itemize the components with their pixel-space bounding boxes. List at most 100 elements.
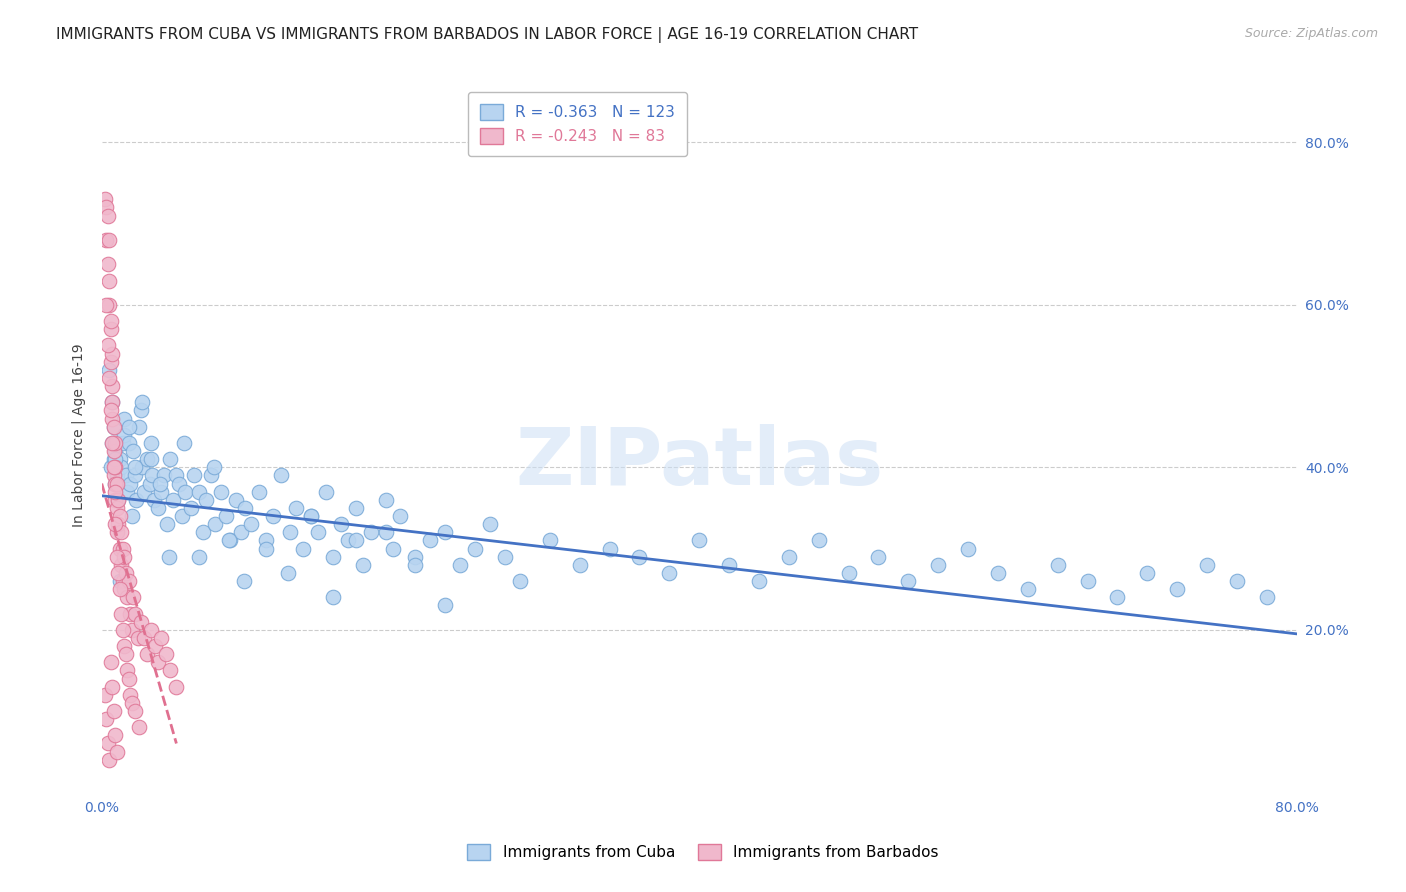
Point	[183, 468, 205, 483]
Point	[509, 574, 531, 588]
Point	[322, 591, 344, 605]
Point	[229, 525, 252, 540]
Point	[100, 322, 122, 336]
Point	[124, 468, 146, 483]
Point	[93, 192, 115, 206]
Point	[112, 549, 135, 564]
Point	[120, 607, 142, 621]
Point	[139, 623, 162, 637]
Point	[299, 509, 322, 524]
Point	[97, 257, 120, 271]
Point	[344, 500, 367, 515]
Point	[202, 460, 225, 475]
Text: ZIPatlas: ZIPatlas	[515, 425, 883, 502]
Point	[1226, 574, 1249, 588]
Point	[135, 647, 157, 661]
Point	[103, 452, 125, 467]
Point	[225, 492, 247, 507]
Point	[112, 582, 135, 596]
Point	[128, 720, 150, 734]
Point	[108, 582, 131, 596]
Point	[115, 591, 138, 605]
Point	[156, 517, 179, 532]
Point	[117, 436, 139, 450]
Point	[277, 566, 299, 580]
Point	[101, 411, 124, 425]
Point	[124, 460, 146, 475]
Point	[108, 452, 131, 467]
Point	[658, 566, 681, 580]
Point	[103, 460, 125, 475]
Point	[315, 484, 337, 499]
Point	[100, 355, 122, 369]
Point	[148, 500, 170, 515]
Point	[138, 476, 160, 491]
Point	[114, 566, 136, 580]
Point	[148, 655, 170, 669]
Point	[1017, 582, 1039, 596]
Point	[108, 541, 131, 556]
Point	[97, 737, 120, 751]
Point	[104, 492, 127, 507]
Point	[129, 403, 152, 417]
Point	[132, 484, 155, 499]
Point	[121, 623, 143, 637]
Point	[247, 484, 270, 499]
Legend: R = -0.363   N = 123, R = -0.243   N = 83: R = -0.363 N = 123, R = -0.243 N = 83	[468, 92, 688, 156]
Point	[103, 704, 125, 718]
Point	[329, 517, 352, 532]
Point	[139, 436, 162, 450]
Point	[838, 566, 860, 580]
Point	[115, 484, 138, 499]
Point	[254, 533, 277, 548]
Point	[404, 558, 426, 572]
Point	[101, 680, 124, 694]
Point	[322, 549, 344, 564]
Point	[105, 476, 128, 491]
Point	[195, 492, 218, 507]
Point	[114, 647, 136, 661]
Point	[101, 395, 124, 409]
Point	[240, 517, 263, 532]
Point	[100, 655, 122, 669]
Point	[98, 363, 121, 377]
Point	[105, 500, 128, 515]
Point	[149, 476, 172, 491]
Point	[105, 745, 128, 759]
Point	[122, 591, 145, 605]
Point	[292, 541, 315, 556]
Point	[344, 533, 367, 548]
Point	[96, 233, 118, 247]
Point	[162, 492, 184, 507]
Point	[117, 574, 139, 588]
Point	[104, 484, 127, 499]
Point	[132, 631, 155, 645]
Point	[96, 298, 118, 312]
Point	[112, 427, 135, 442]
Point	[131, 460, 153, 475]
Point	[115, 664, 138, 678]
Point	[628, 549, 651, 564]
Point	[124, 704, 146, 718]
Point	[897, 574, 920, 588]
Point	[108, 509, 131, 524]
Point	[125, 492, 148, 507]
Point	[219, 533, 242, 548]
Point	[568, 558, 591, 572]
Point	[98, 753, 121, 767]
Point	[494, 549, 516, 564]
Point	[157, 549, 180, 564]
Point	[180, 500, 202, 515]
Point	[200, 468, 222, 483]
Point	[215, 509, 238, 524]
Point	[110, 607, 132, 621]
Point	[145, 639, 167, 653]
Point	[111, 574, 134, 588]
Point	[155, 647, 177, 661]
Point	[434, 599, 457, 613]
Point	[105, 468, 128, 483]
Point	[165, 680, 187, 694]
Point	[1107, 591, 1129, 605]
Point	[169, 476, 191, 491]
Point	[107, 492, 129, 507]
